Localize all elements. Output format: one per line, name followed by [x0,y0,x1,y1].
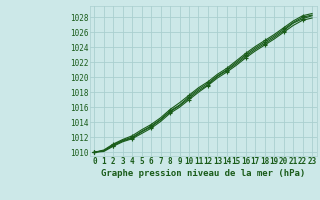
X-axis label: Graphe pression niveau de la mer (hPa): Graphe pression niveau de la mer (hPa) [101,169,305,178]
